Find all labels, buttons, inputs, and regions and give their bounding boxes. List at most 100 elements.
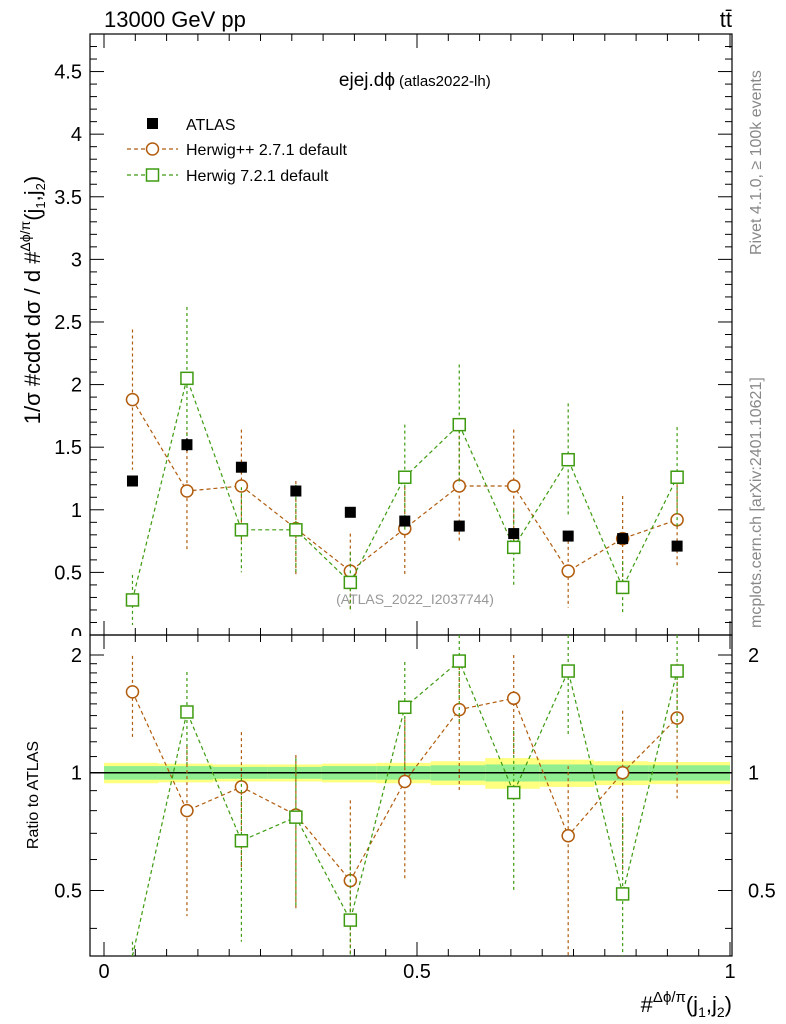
ylabel-prefix: 1/σ #cdot dσ / d # (20, 251, 45, 424)
ratio-xtick-label: 0.5 (403, 961, 431, 983)
main-ytick-label: 1.5 (54, 437, 82, 459)
atlas-point (671, 540, 683, 552)
ratio-herwigpp-point (670, 711, 684, 725)
xlabel-sub2: 2 (717, 1004, 725, 1020)
herwig7-point (125, 593, 140, 607)
herwig7-point (289, 523, 303, 537)
ratio-ylabel: Ratio to ATLAS (25, 741, 42, 849)
ratio-herwigpp-point (506, 691, 521, 706)
ratio-x-axis: 0 0.5 1 (98, 635, 736, 983)
plot-title: ejej.dϕ (atlas2022-lh) (339, 70, 491, 91)
legend-marker-herwigpp (145, 142, 160, 156)
atlas-point (562, 530, 574, 542)
herwigpp-point (561, 564, 575, 578)
ratio-herwig7-point (506, 785, 521, 800)
rivet-label: Rivet 4.1.0, ≥ 100k events (748, 70, 765, 255)
main-ytick-label: 2 (71, 375, 82, 397)
herwig7-point (506, 540, 521, 555)
herwig7-point (398, 470, 412, 484)
ylabel-frac: Δϕ/π (17, 220, 33, 251)
main-x-axis (103, 34, 731, 635)
legend-marker-atlas (147, 118, 158, 129)
atlas-point (344, 506, 356, 518)
xlabel-frac: Δϕ/π (653, 989, 686, 1006)
energy-label: 13000 GeV pp (104, 7, 246, 32)
xlabel-comma: ,j (706, 992, 717, 1017)
atlas-point (290, 485, 302, 497)
herwig7-point (561, 452, 575, 467)
ratio-herwig7-point (452, 654, 467, 668)
ratio-herwig7-point (180, 705, 194, 719)
ratio-herwigpp-point (561, 829, 575, 843)
title-text: ejej.dϕ (339, 70, 395, 91)
xlabel-sub1: 1 (698, 1004, 706, 1020)
atlas-point (399, 515, 411, 527)
ratio-frame (89, 634, 733, 957)
ratio-herwigpp-point (180, 803, 194, 818)
legend-label-atlas: ATLAS (186, 117, 236, 134)
herwigpp-point (125, 392, 140, 407)
legend-label-herwig7: Herwig 7.2.1 default (186, 168, 329, 185)
ratio-panel: 0.5 0.51 12 2 0 0.5 1 Ratio to ATLAS (25, 634, 776, 983)
main-ytick-label: 3 (71, 249, 82, 271)
atlas-point (508, 528, 520, 540)
ratio-ytick-label: 1 (71, 763, 82, 785)
legend: ATLAS Herwig++ 2.7.1 default Herwig 7.2.… (127, 117, 348, 185)
atlas-point (617, 533, 629, 545)
process-label: tt̄ (720, 7, 732, 32)
mcplots-label: mcplots.cern.ch [arXiv:2401.10621] (748, 377, 765, 628)
main-y-axis-title: 1/σ #cdot dσ / d #Δϕ/π(j1,j2) (17, 176, 48, 424)
ylabel-args: (j (20, 209, 45, 221)
main-ytick-label: 3.5 (54, 187, 82, 209)
ylabel-sub1: 1 (33, 201, 48, 208)
ratio-herwigpp-point (125, 685, 140, 699)
ratio-ytick-label: 0.5 (54, 880, 82, 902)
ratio-xtick-label: 0 (98, 961, 109, 983)
legend-label-herwigpp: Herwig++ 2.7.1 default (186, 142, 348, 159)
xlabel-args: (j (686, 992, 698, 1017)
atlas-point (235, 461, 247, 473)
analysis-watermark: (ATLAS_2022_I2037744) (336, 591, 494, 607)
main-ytick-label: 4.5 (54, 62, 82, 84)
ratio-y-axis: 0.5 0.5 1 1 2 2 (54, 645, 776, 929)
herwigpp-point (180, 484, 194, 498)
main-ylabel-text: 1/σ #cdot dσ / d #Δϕ/π(j1,j2) (17, 176, 48, 424)
ratio-herwig7-point (615, 887, 630, 901)
ratio-herwig7-point (234, 834, 249, 848)
ratio-herwigpp-point (398, 774, 412, 789)
herwig7-point (615, 580, 630, 595)
legend-entry-herwigpp: Herwig++ 2.7.1 default (127, 142, 348, 159)
xlabel-close: ) (725, 992, 732, 1017)
ratio-herwig7-point (561, 664, 575, 678)
main-ytick-label: 4 (71, 124, 82, 146)
ylabel-sub2: 2 (33, 183, 48, 190)
main-panel: 0.511.522.533.544.50 ejej.dϕ (atlas2022-… (17, 33, 733, 648)
ylabel-comma: ,j (20, 190, 45, 201)
main-ytick-label: 2.5 (54, 312, 82, 334)
herwig7-point (670, 470, 684, 484)
ratio-xtick-label: 1 (724, 961, 735, 983)
herwigpp-point (452, 479, 467, 493)
atlas-point (181, 439, 193, 451)
herwig7-point (180, 371, 194, 386)
herwigpp-point (506, 479, 521, 493)
xlabel-text: #Δϕ/π(j1,j2) (641, 989, 732, 1020)
legend-entry-atlas: ATLAS (147, 117, 236, 134)
xlabel-prefix: # (641, 992, 654, 1017)
herwig7-point (234, 523, 249, 537)
title-subtext: (atlas2022-lh) (399, 73, 491, 90)
herwigpp-line (131, 399, 678, 572)
herwigpp-point (234, 479, 249, 493)
ratio-herwig7-point (289, 810, 303, 824)
legend-entry-herwig7: Herwig 7.2.1 default (127, 168, 329, 185)
legend-marker-herwig7 (145, 168, 160, 182)
ratio-herwig7-point (398, 700, 412, 715)
main-series (125, 306, 684, 625)
zero-label-mask (60, 636, 90, 648)
ratio-herwig7-point (343, 913, 358, 927)
main-y-axis: 0.511.522.533.544.50 (54, 33, 732, 648)
ratio-series (125, 635, 684, 957)
herwig7-point (452, 417, 467, 432)
herwig7-point (343, 575, 358, 590)
